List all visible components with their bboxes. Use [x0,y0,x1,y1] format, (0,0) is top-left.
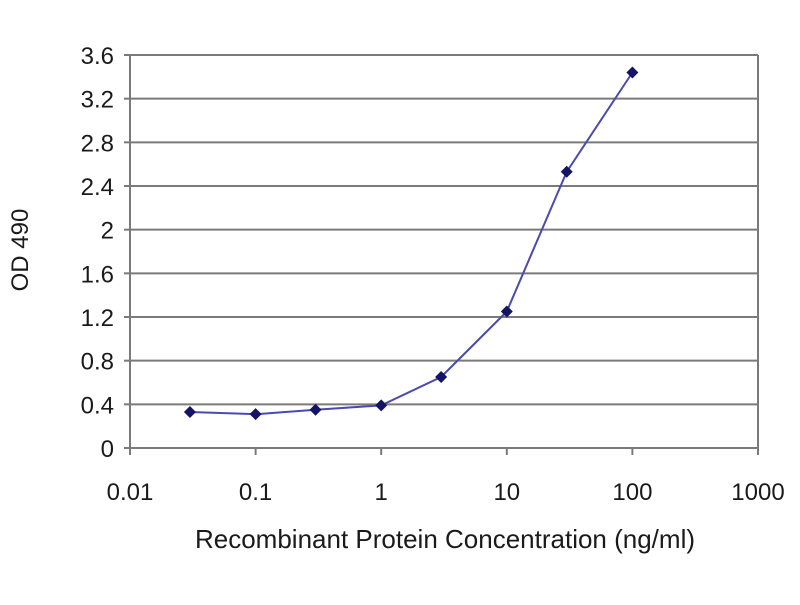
grid-lines [130,54,758,406]
data-point-marker [183,405,196,418]
data-point-marker [309,403,322,416]
y-tick-label: 2.8 [81,130,114,157]
x-tick-label: 1 [375,479,388,506]
data-point-marker [626,66,639,79]
y-tick-label: 3.2 [81,87,114,114]
y-tick-label: 3.6 [81,43,114,70]
x-axis-title: Recombinant Protein Concentration (ng/ml… [195,524,695,554]
data-point-marker [560,165,573,178]
series-line [189,71,634,416]
y-tick-label: 2 [101,218,114,245]
y-tick-label: 1.2 [81,305,114,332]
y-tick-label: 0.4 [81,392,114,419]
data-series [183,66,639,421]
data-point-marker [500,305,513,318]
axes [124,54,759,455]
x-tick-label: 0.01 [107,479,154,506]
data-point-marker [375,399,388,412]
data-point-marker [435,371,448,384]
x-tick-label: 100 [612,479,652,506]
x-tick-label: 1000 [731,479,784,506]
y-tick-label: 0 [101,436,114,463]
x-axis-tick-labels: 0.01 0.1 1 10 100 1000 [107,479,785,506]
data-point-marker [249,408,262,421]
y-tick-label: 0.8 [81,349,114,376]
y-axis-title: OD 490 [7,209,34,292]
y-axis-tick-labels: 0 0.4 0.8 1.2 1.6 2 2.4 2.8 3.2 3.6 [81,43,114,463]
y-tick-label: 1.6 [81,261,114,288]
y-tick-label: 2.4 [81,174,114,201]
x-tick-label: 0.1 [239,479,272,506]
x-tick-label: 10 [493,479,520,506]
